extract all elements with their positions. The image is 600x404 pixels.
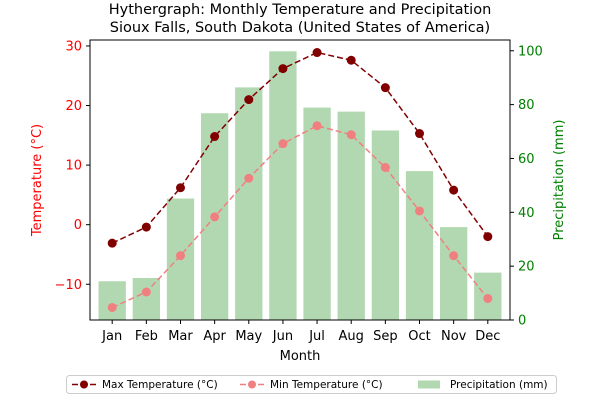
precipitation-bar-jul bbox=[303, 107, 331, 320]
max-temperature-point-jun bbox=[278, 64, 288, 74]
left-tick-label: 0 bbox=[74, 218, 82, 233]
precipitation-bar-nov bbox=[440, 227, 468, 320]
left-axis-label: Temperature (°C) bbox=[30, 124, 45, 237]
legend-min-label: Min Temperature (°C) bbox=[270, 379, 383, 391]
temperature-lines bbox=[107, 48, 493, 312]
max-temperature-point-mar bbox=[175, 183, 185, 193]
min-temperature-point-dec bbox=[483, 294, 493, 304]
precipitation-bars bbox=[98, 51, 502, 321]
x-tick-label-apr: Apr bbox=[203, 329, 226, 344]
legend-precipitation-label: Precipitation (mm) bbox=[450, 379, 548, 391]
precipitation-bar-jan bbox=[98, 281, 126, 320]
left-tick-label: −10 bbox=[55, 278, 82, 293]
max-temperature-point-nov bbox=[449, 185, 459, 195]
right-precipitation-axis: 0 20 40 60 80 100 bbox=[510, 44, 543, 329]
precipitation-bar-feb bbox=[132, 278, 160, 320]
min-temperature-line bbox=[111, 124, 489, 309]
precipitation-bar-sep bbox=[371, 130, 400, 320]
legend-frame bbox=[66, 375, 557, 394]
legend-precipitation-swatch bbox=[418, 380, 440, 389]
min-temperature-point-may bbox=[244, 173, 254, 183]
min-temperature-point-aug bbox=[346, 130, 356, 140]
left-tick-label: 30 bbox=[65, 39, 82, 54]
min-temperature-point-apr bbox=[210, 212, 220, 222]
x-tick-label-oct: Oct bbox=[408, 329, 430, 344]
left-tick-label: 10 bbox=[65, 159, 82, 174]
min-temperature-point-jan bbox=[107, 302, 117, 312]
x-tick-label-jul: Jul bbox=[308, 329, 325, 344]
max-temperature-point-may bbox=[244, 95, 254, 105]
x-tick-label-aug: Aug bbox=[339, 329, 364, 344]
max-temperature-point-feb bbox=[141, 222, 151, 232]
x-month-axis: Jan Feb Mar Apr May Jun Jul Aug Sep Oct Nov Dec bbox=[101, 320, 500, 344]
x-tick-label-may: May bbox=[235, 329, 262, 344]
max-temperature-point-jul bbox=[312, 48, 322, 58]
x-tick-label-feb: Feb bbox=[135, 329, 158, 344]
right-tick-label: 100 bbox=[518, 44, 543, 59]
left-tick-label: 20 bbox=[65, 99, 82, 114]
min-temperature-point-oct bbox=[415, 206, 425, 216]
min-temperature-point-nov bbox=[449, 251, 459, 261]
x-tick-label-sep: Sep bbox=[373, 329, 398, 344]
precipitation-bar-may bbox=[235, 87, 263, 320]
max-temperature-point-sep bbox=[380, 83, 390, 93]
legend-min-marker bbox=[248, 380, 256, 389]
precipitation-bar-oct bbox=[405, 171, 434, 320]
right-tick-label: 20 bbox=[518, 260, 535, 275]
max-temperature-point-jan bbox=[107, 238, 117, 248]
chart-title: Hythergraph: Monthly Temperature and Pre… bbox=[109, 2, 492, 18]
legend-max-label: Max Temperature (°C) bbox=[102, 379, 218, 391]
x-tick-label-mar: Mar bbox=[168, 329, 193, 344]
max-temperature-point-aug bbox=[346, 55, 356, 65]
min-temperature-point-sep bbox=[380, 162, 390, 172]
right-tick-label: 60 bbox=[518, 152, 535, 167]
x-tick-label-jan: Jan bbox=[101, 329, 122, 344]
right-tick-label: 80 bbox=[518, 98, 535, 113]
max-temperature-point-dec bbox=[483, 232, 493, 242]
legend-max-marker bbox=[80, 380, 88, 389]
min-temperature-point-mar bbox=[175, 251, 185, 261]
x-tick-label-jun: Jun bbox=[272, 329, 293, 344]
max-temperature-line bbox=[111, 51, 489, 244]
left-temperature-axis: −10 0 10 20 30 bbox=[55, 39, 90, 293]
plot-frame bbox=[89, 39, 511, 321]
min-temperature-point-jun bbox=[278, 139, 288, 149]
x-tick-label-nov: Nov bbox=[441, 329, 467, 344]
max-temperature-point-apr bbox=[210, 132, 220, 142]
legend: Max Temperature (°C) Min Temperature (°C)… bbox=[66, 375, 557, 394]
right-tick-label: 40 bbox=[518, 206, 535, 221]
right-axis-label: Precipitation (mm) bbox=[552, 120, 567, 241]
min-temperature-point-feb bbox=[141, 287, 151, 297]
right-tick-label: 0 bbox=[518, 314, 526, 329]
max-temperature-point-oct bbox=[415, 129, 425, 139]
x-tick-label-dec: Dec bbox=[475, 329, 500, 344]
x-axis-label: Month bbox=[280, 349, 321, 364]
precipitation-bar-jun bbox=[269, 51, 297, 321]
precipitation-bar-aug bbox=[337, 111, 365, 320]
min-temperature-point-jul bbox=[312, 121, 322, 131]
chart-subtitle: Sioux Falls, South Dakota (United States… bbox=[110, 20, 490, 36]
